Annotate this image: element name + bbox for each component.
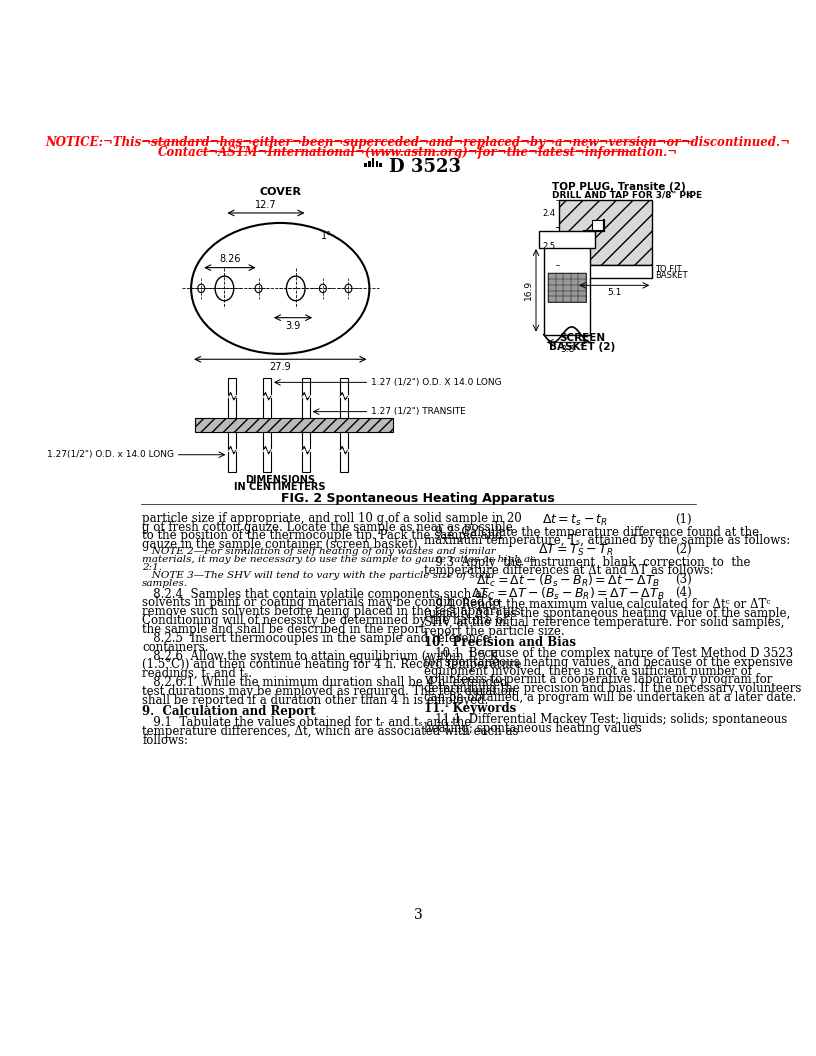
- Text: $\Delta t_c = \Delta t - (B_s - B_R) = \Delta t - \Delta T_B$: $\Delta t_c = \Delta t - (B_s - B_R) = \…: [476, 573, 660, 589]
- Text: report the particle size.: report the particle size.: [424, 624, 565, 638]
- Text: 1.27 (1/2") O.D. X 14.0 LONG: 1.27 (1/2") O.D. X 14.0 LONG: [371, 378, 502, 386]
- Bar: [368, 161, 370, 167]
- Text: 8.2.4  Samples that contain volatile components such as: 8.2.4 Samples that contain volatile comp…: [142, 587, 488, 601]
- Text: 11.  Keywords: 11. Keywords: [424, 702, 517, 715]
- Bar: [559, 200, 652, 265]
- Bar: [592, 220, 603, 230]
- Text: can be obtained, a program will be undertaken at a later date.: can be obtained, a program will be under…: [424, 691, 796, 704]
- Text: COVER: COVER: [259, 187, 301, 196]
- Text: the sample and shall be described in the report.: the sample and shall be described in the…: [142, 623, 429, 636]
- Text: 2.5: 2.5: [543, 242, 556, 250]
- Text: to the position of the thermocouple tip. Pack the sample and: to the position of the thermocouple tip.…: [142, 529, 503, 543]
- Text: follows:: follows:: [142, 734, 188, 747]
- Text: SCREEN: SCREEN: [560, 333, 605, 343]
- Bar: [228, 378, 236, 418]
- Text: 9.1  Tabulate the values obtained for tᵣ and tₛ and the: 9.1 Tabulate the values obtained for tᵣ …: [142, 716, 472, 729]
- Text: FIG. 2 Spontaneous Heating Apparatus: FIG. 2 Spontaneous Heating Apparatus: [282, 492, 555, 505]
- Text: 9.4  Report the maximum value calculated for Δtᶜ or ΔTᶜ: 9.4 Report the maximum value calculated …: [424, 598, 771, 611]
- Text: 9.  Calculation and Report: 9. Calculation and Report: [142, 705, 316, 718]
- Text: 16.9: 16.9: [524, 280, 533, 300]
- Text: 10.1  Because of the complex nature of Test Method D 3523: 10.1 Because of the complex nature of Te…: [424, 647, 793, 660]
- Text: 9.3  Apply  the  instrument  blank  correction  to  the: 9.3 Apply the instrument blank correctio…: [424, 555, 751, 568]
- Text: determining the precision and bias. If the necessary volunteers: determining the precision and bias. If t…: [424, 682, 802, 695]
- Text: heating; spontaneous heating values: heating; spontaneous heating values: [424, 722, 642, 735]
- Text: maximum temperature, Tₛ, attained by the sample as follows:: maximum temperature, Tₛ, attained by the…: [424, 534, 791, 547]
- Text: samples.: samples.: [142, 580, 188, 588]
- Text: 5.1: 5.1: [607, 287, 622, 297]
- Text: 9.2  Calculate the temperature difference found at the: 9.2 Calculate the temperature difference…: [424, 526, 760, 539]
- Text: 27.9: 27.9: [269, 362, 291, 373]
- Text: BASKET (2): BASKET (2): [549, 341, 615, 352]
- Bar: [364, 163, 366, 167]
- Text: TO FIT: TO FIT: [655, 265, 682, 274]
- Text: NOTE 2—For simulation of self heating of oily wastes and similar: NOTE 2—For simulation of self heating of…: [142, 547, 496, 557]
- Text: 10.  Precision and Bias: 10. Precision and Bias: [424, 636, 576, 648]
- Text: (3): (3): [675, 573, 692, 586]
- Text: NOTICE:¬This¬standard¬has¬either¬been¬superceded¬and¬replaced¬by¬a¬new¬version¬o: NOTICE:¬This¬standard¬has¬either¬been¬su…: [46, 136, 791, 149]
- Text: 2.4: 2.4: [543, 209, 556, 219]
- Text: 3.8: 3.8: [560, 344, 574, 354]
- Text: 8.2.5  Insert thermocouples in the sample and reference: 8.2.5 Insert thermocouples in the sample…: [142, 631, 490, 645]
- Text: equipment involved, there is not a sufficient number of: equipment involved, there is not a suffi…: [424, 664, 752, 678]
- Bar: [228, 432, 236, 472]
- Text: containers.: containers.: [142, 641, 209, 654]
- Bar: [264, 432, 271, 472]
- Bar: [195, 418, 392, 432]
- Text: for spontaneous heating values, and because of the expensive: for spontaneous heating values, and beca…: [424, 656, 793, 668]
- Text: 3: 3: [414, 908, 423, 922]
- Text: IN CENTIMETERS: IN CENTIMETERS: [234, 483, 326, 492]
- Bar: [372, 158, 375, 167]
- Text: 2:1.: 2:1.: [142, 563, 162, 572]
- Bar: [375, 161, 379, 167]
- Text: 1.27(1/2") O.D. x 14.0 LONG: 1.27(1/2") O.D. x 14.0 LONG: [47, 450, 174, 459]
- Text: D 3523: D 3523: [388, 157, 461, 175]
- Text: NOTE 3—The SHV will tend to vary with the particle size of solid: NOTE 3—The SHV will tend to vary with th…: [142, 571, 495, 581]
- Text: 8.2.6  Allow the system to attain equilibrium (within 1.5 K: 8.2.6 Allow the system to attain equilib…: [142, 649, 499, 662]
- Text: 1°: 1°: [321, 230, 331, 241]
- Text: $\Delta T_C = \Delta T - (B_s - B_R) = \Delta T - \Delta T_B$: $\Delta T_C = \Delta T - (B_s - B_R) = \…: [471, 586, 664, 602]
- Text: Conditioning will of necessity be determined by the nature of: Conditioning will of necessity be determ…: [142, 615, 508, 627]
- Text: materials, it may be necessary to use the sample to gauze ratios as high as: materials, it may be necessary to use th…: [142, 555, 536, 564]
- Text: $\Delta T = T_S - T_R$: $\Delta T = T_S - T_R$: [538, 543, 613, 559]
- Text: (2): (2): [675, 543, 692, 557]
- Text: solvents in paint or coating materials may be conditioned to: solvents in paint or coating materials m…: [142, 597, 500, 609]
- Text: 3.9: 3.9: [286, 321, 301, 331]
- Text: 8.26: 8.26: [220, 253, 241, 264]
- Bar: [340, 378, 348, 418]
- Text: (usually ΔTᶜ) as the spontaneous heating value of the sample,: (usually ΔTᶜ) as the spontaneous heating…: [424, 607, 791, 620]
- Bar: [543, 246, 590, 335]
- Bar: [302, 432, 310, 472]
- Bar: [340, 432, 348, 472]
- Bar: [576, 265, 652, 278]
- Text: 1.27 (1/2") TRANSITE: 1.27 (1/2") TRANSITE: [371, 408, 466, 416]
- Text: $\Delta t = t_s - t_R$: $\Delta t = t_s - t_R$: [543, 513, 609, 528]
- Text: TOP PLUG, Transite (2): TOP PLUG, Transite (2): [552, 183, 685, 192]
- Text: 8.2.6.1  While the minimum duration shall be 4 h, extended: 8.2.6.1 While the minimum duration shall…: [142, 676, 508, 690]
- Text: Contact¬ASTM¬International¬(www.astm.org)¬for¬the¬latest¬information.¬: Contact¬ASTM¬International¬(www.astm.org…: [158, 146, 678, 159]
- Text: shall be reported if a duration other than 4 h is employed.: shall be reported if a duration other th…: [142, 694, 489, 706]
- Bar: [264, 378, 271, 418]
- Text: g of fresh cotton gauze. Locate the sample as near as possible: g of fresh cotton gauze. Locate the samp…: [142, 521, 513, 533]
- Text: volunteers to permit a cooperative laboratory program for: volunteers to permit a cooperative labor…: [424, 674, 773, 686]
- Text: 12.7: 12.7: [255, 200, 277, 210]
- Bar: [548, 274, 586, 302]
- Text: remove such solvents before being placed in the test apparatus.: remove such solvents before being placed…: [142, 605, 525, 618]
- Text: DRILL AND TAP FOR 3/8" PIPE: DRILL AND TAP FOR 3/8" PIPE: [552, 191, 702, 200]
- Text: (4): (4): [675, 586, 692, 599]
- Text: DIMENSIONS: DIMENSIONS: [246, 475, 315, 485]
- Bar: [539, 230, 595, 247]
- Text: BASKET: BASKET: [655, 270, 688, 280]
- Text: particle size if appropriate, and roll 10 g of a solid sample in 20: particle size if appropriate, and roll 1…: [142, 512, 522, 525]
- Text: gauze in the sample container (screen basket).: gauze in the sample container (screen ba…: [142, 539, 422, 551]
- Text: test durations may be employed as required. The test duration: test durations may be employed as requir…: [142, 685, 516, 698]
- Text: 11.1  Differential Mackey Test; liquids; solids; spontaneous: 11.1 Differential Mackey Test; liquids; …: [424, 714, 787, 727]
- Text: (1.5°C)) and then continue heating for 4 h. Record temperature: (1.5°C)) and then continue heating for 4…: [142, 658, 521, 672]
- Text: SHV, at the initial reference temperature. For solid samples,: SHV, at the initial reference temperatur…: [424, 616, 785, 628]
- Text: (1): (1): [675, 513, 692, 526]
- Bar: [302, 378, 310, 418]
- Bar: [379, 163, 382, 167]
- Text: readings, tᵣ and tₛ.: readings, tᵣ and tₛ.: [142, 667, 252, 680]
- Text: temperature differences at Δt and ΔT as follows:: temperature differences at Δt and ΔT as …: [424, 565, 714, 578]
- Text: temperature differences, Δt, which are associated with each as: temperature differences, Δt, which are a…: [142, 725, 519, 738]
